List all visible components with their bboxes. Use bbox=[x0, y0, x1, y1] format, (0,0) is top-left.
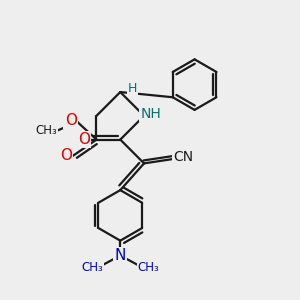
Text: H: H bbox=[128, 82, 137, 95]
Text: CH₃: CH₃ bbox=[35, 124, 57, 137]
Text: O: O bbox=[60, 148, 72, 164]
Text: O: O bbox=[64, 113, 76, 128]
Text: N: N bbox=[115, 248, 126, 263]
Text: CH₃: CH₃ bbox=[81, 262, 103, 275]
Text: NH: NH bbox=[140, 107, 161, 121]
Text: O: O bbox=[78, 132, 90, 147]
Text: CN: CN bbox=[173, 150, 194, 164]
Text: CH₃: CH₃ bbox=[138, 262, 159, 275]
